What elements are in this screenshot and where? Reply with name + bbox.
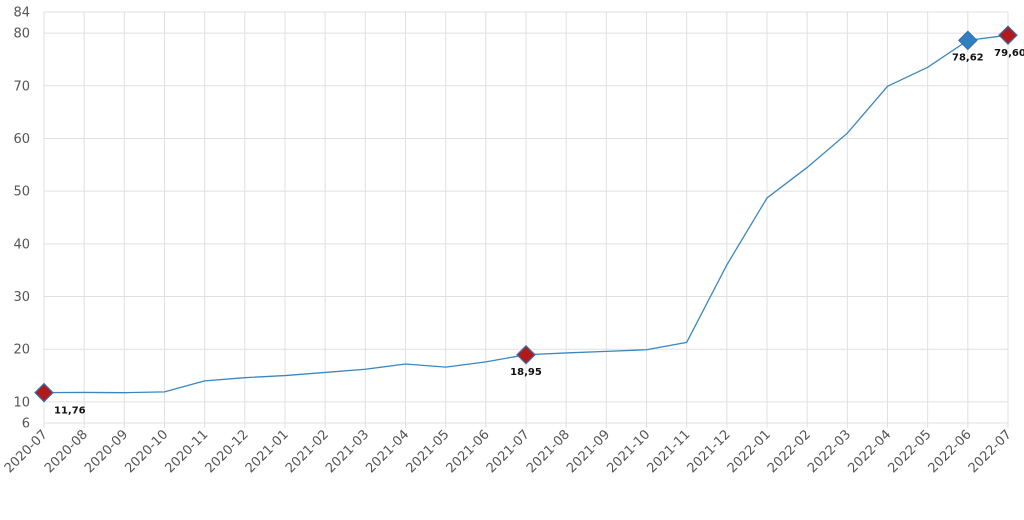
x-tick-label: 2021-02 <box>283 427 332 476</box>
y-tick-label: 10 <box>13 395 30 410</box>
data-label: 18,95 <box>510 367 542 378</box>
x-tick-label: 2021-11 <box>644 427 693 476</box>
data-point-marker <box>34 382 54 403</box>
x-tick-label: 2021-10 <box>604 427 653 476</box>
y-tick-label: 70 <box>13 79 30 94</box>
x-tick-label: 2022-03 <box>805 427 854 476</box>
y-tick-label: 60 <box>13 132 30 147</box>
x-tick-label: 2021-01 <box>243 427 292 476</box>
x-tick-label: 2021-05 <box>403 427 452 476</box>
x-tick-label: 2020-12 <box>203 427 252 476</box>
x-tick-label: 2021-07 <box>484 427 533 476</box>
x-tick-label: 2022-07 <box>966 427 1015 476</box>
y-tick-label: 20 <box>13 343 30 358</box>
y-tick-label: 30 <box>13 290 30 305</box>
data-label: 79,60 <box>994 48 1024 59</box>
x-tick-label: 2021-06 <box>444 427 493 476</box>
x-tick-label: 2020-07 <box>2 427 51 476</box>
y-tick-label: 80 <box>13 27 30 42</box>
data-label: 78,62 <box>952 52 984 63</box>
x-tick-label: 2022-05 <box>885 427 934 476</box>
x-tick-label: 2021-09 <box>564 427 613 476</box>
x-tick-label: 2022-02 <box>765 427 814 476</box>
y-tick-label: 50 <box>13 185 30 200</box>
x-axis-ticks: 2020-072020-082020-092020-102020-112020-… <box>2 427 1015 476</box>
grid <box>43 11 1009 428</box>
data-point-marker <box>998 25 1018 46</box>
x-tick-label: 2022-04 <box>845 427 894 476</box>
x-tick-label: 2022-06 <box>926 427 975 476</box>
data-point-marker <box>957 30 978 51</box>
x-tick-label: 2021-03 <box>323 427 372 476</box>
x-tick-label: 2020-10 <box>122 427 171 476</box>
x-tick-label: 2022-01 <box>725 427 774 476</box>
data-labels: 11,76 18,95 78,62 79,60 <box>54 48 1024 416</box>
x-tick-label: 2020-09 <box>82 427 131 476</box>
markers <box>34 25 1018 403</box>
x-tick-label: 2021-04 <box>363 427 412 476</box>
data-label: 11,76 <box>54 406 86 417</box>
x-tick-label: 2020-08 <box>42 427 91 476</box>
x-tick-label: 2021-12 <box>685 427 734 476</box>
y-tick-label: 84 <box>13 6 30 21</box>
data-point-marker <box>516 344 536 365</box>
x-tick-label: 2020-11 <box>162 427 211 476</box>
x-tick-label: 2021-08 <box>524 427 573 476</box>
y-tick-label: 40 <box>13 237 30 252</box>
y-tick-label: 6 <box>22 417 30 432</box>
y-axis-ticks: 6 10 20 30 40 50 60 70 80 84 <box>13 6 30 432</box>
